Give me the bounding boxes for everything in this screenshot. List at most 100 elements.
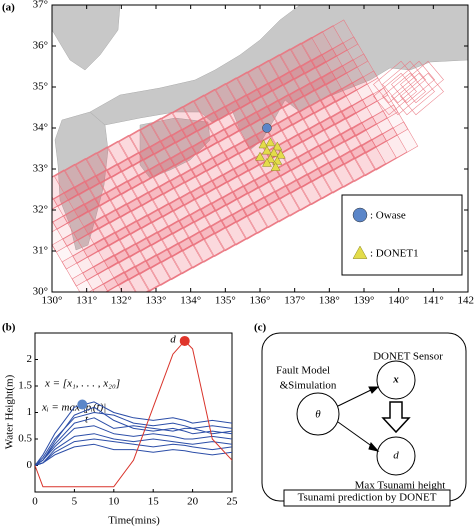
fault-rect: [311, 36, 369, 86]
node-label: x: [392, 374, 399, 386]
fault-rect: [93, 242, 150, 292]
node-label: θ: [315, 409, 321, 421]
fault-rect: [278, 76, 336, 126]
fault-rect: [183, 82, 240, 132]
fault-rect: [137, 197, 194, 247]
fault-rect: [158, 208, 215, 258]
line: [35, 401, 232, 466]
marker: [270, 161, 281, 171]
fault-rect: [52, 220, 109, 270]
line: [35, 406, 232, 466]
fault-rect: [149, 145, 206, 195]
fault-rect: [96, 151, 153, 201]
fault-rect: [84, 180, 142, 230]
diagram-text: Max Tsunami height: [355, 480, 446, 492]
fault-rect: [221, 196, 279, 246]
fault-rect: [147, 214, 204, 264]
fault-rect: [161, 117, 218, 167]
y-tick-label: 1.5: [18, 380, 32, 392]
fault-rect: [331, 93, 388, 143]
fault-rect: [71, 254, 129, 292]
fault-rect: [258, 65, 315, 115]
fault-rect: [118, 140, 175, 190]
fault-rect: [308, 150, 365, 200]
fault-rect: [169, 179, 226, 229]
fault-rect: [286, 161, 343, 211]
fault-rect: [244, 162, 301, 212]
fault-rect: [382, 60, 426, 104]
fault-rect: [86, 134, 143, 184]
fault-rect: [128, 134, 186, 184]
fault-rect: [103, 259, 160, 292]
fault-rect: [181, 128, 239, 178]
fault-rect: [126, 202, 183, 252]
fault-rect: [226, 59, 283, 109]
legend-label: : DONET1: [370, 248, 419, 260]
fault-rect: [275, 167, 332, 217]
y-tick-label: 34°: [33, 122, 48, 134]
fault-rect: [74, 186, 131, 236]
fault-rect: [235, 99, 292, 149]
fault-rect: [248, 48, 305, 98]
point: [179, 335, 190, 346]
fault-rect: [400, 72, 444, 116]
caption-box: [283, 489, 451, 507]
fault-rect: [246, 93, 303, 143]
marker: [272, 141, 283, 151]
fault-rect: [146, 236, 203, 286]
y-tick-label: 30°: [33, 286, 48, 298]
fault-rect: [97, 129, 154, 179]
fault-rect: [268, 82, 325, 132]
fault-rect: [64, 146, 122, 196]
fault-rect: [278, 99, 335, 149]
x-tick-label: 134°: [180, 295, 201, 307]
fault-rect: [391, 60, 435, 104]
legend-label: : Owase: [370, 210, 406, 222]
fault-rect: [203, 116, 260, 166]
fault-rect: [280, 31, 337, 81]
fault-rect: [288, 93, 346, 143]
fault-rect: [52, 157, 100, 207]
fault-rect: [400, 60, 444, 104]
hollow-arrow: [381, 401, 411, 434]
fault-rect: [224, 128, 281, 178]
fault-rect: [309, 104, 366, 154]
fault-rect: [151, 100, 208, 150]
y-tick-label: 33°: [33, 163, 48, 175]
fault-rect: [236, 76, 293, 126]
fault-rect: [308, 127, 366, 177]
fault-rect: [118, 117, 176, 167]
fault-rect: [373, 72, 417, 116]
fault-rect: [52, 180, 99, 230]
fault-rect: [301, 42, 358, 92]
fault-rect: [225, 82, 282, 132]
fault-rect: [140, 106, 197, 156]
fault-rect: [63, 191, 120, 241]
fault-rect: [202, 139, 259, 189]
fault-rect: [320, 99, 377, 149]
fault-rect: [72, 231, 129, 281]
fault-rect: [232, 190, 289, 240]
diagram-text: &Simulation: [280, 380, 337, 392]
x-tick-label: 20: [187, 496, 199, 508]
fault-rect: [373, 60, 417, 104]
fault-rect: [319, 121, 376, 171]
marker: [262, 145, 272, 155]
marker: [262, 123, 272, 133]
fault-rect: [211, 179, 269, 229]
fault-rect: [116, 185, 173, 235]
fault-rect: [52, 163, 89, 213]
annotation: x = [x₁, . . . , x₂₀]: [44, 378, 120, 390]
fault-rect: [341, 110, 398, 160]
x-tick-label: 131°: [76, 295, 97, 307]
panel-label: (a): [2, 2, 15, 14]
fault-rect: [329, 138, 386, 188]
edges: [337, 386, 380, 452]
fault-rect: [62, 214, 119, 264]
fault-models: [52, 19, 444, 292]
fault-rect: [168, 225, 225, 275]
fault-rect: [341, 87, 399, 137]
fault-rect: [178, 219, 236, 269]
marker: [268, 147, 279, 157]
fault-rect: [321, 53, 379, 103]
